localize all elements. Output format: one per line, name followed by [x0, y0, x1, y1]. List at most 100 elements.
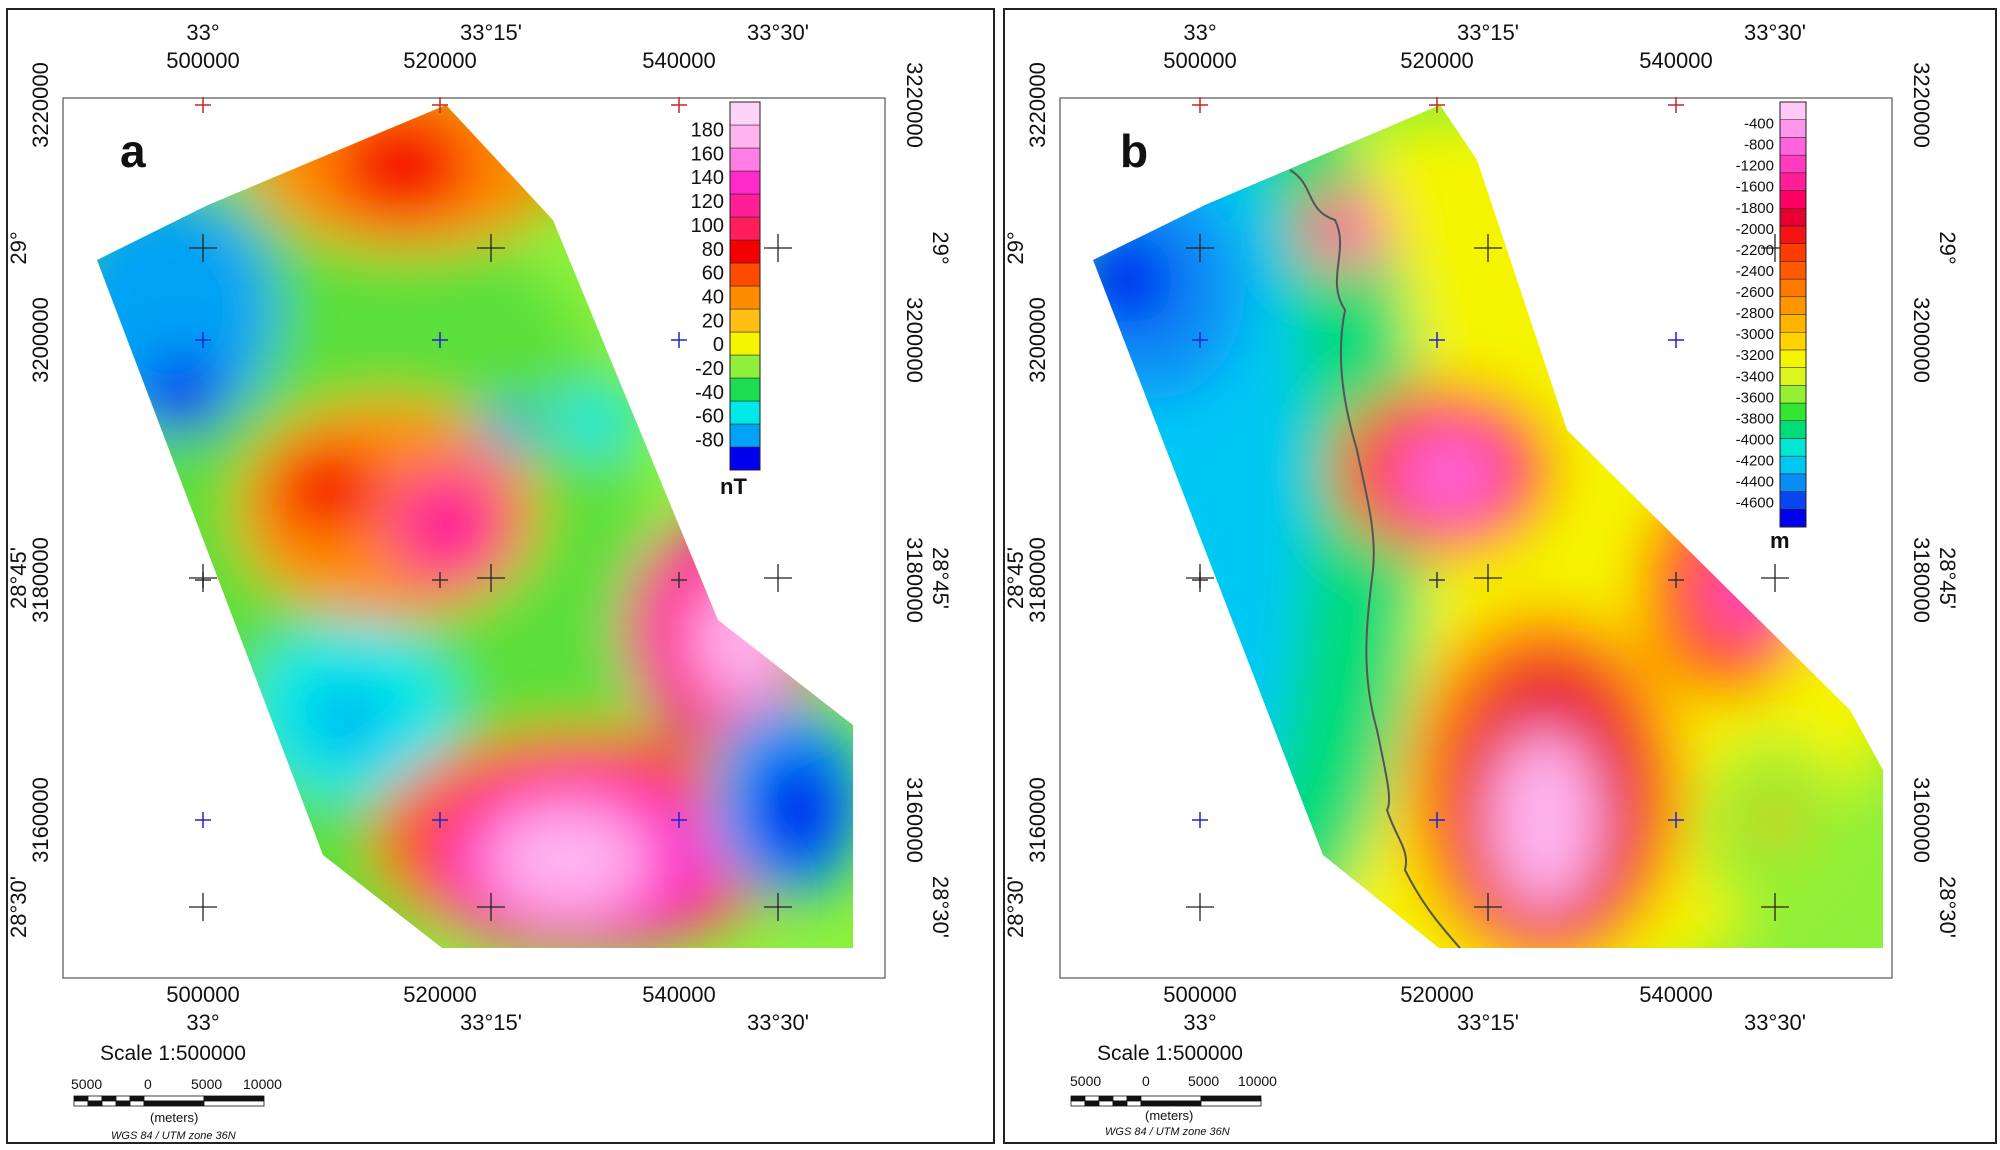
scale-title: Scale 1:500000 — [1097, 1042, 1243, 1065]
scale-bar-segment — [1084, 1100, 1100, 1107]
scale-bar-segment — [73, 1100, 89, 1107]
northing-label-left: 3180000 — [1025, 537, 1050, 623]
anomaly-blob — [313, 690, 383, 750]
easting-label-bottom: 540000 — [642, 982, 715, 1007]
latitude-label-right: 28°45' — [928, 547, 953, 609]
scale-bar-segment — [1126, 1095, 1142, 1102]
anomaly-blob — [478, 405, 538, 455]
legend-label: -4400 — [1736, 474, 1774, 491]
basement-depth-map: 50000050000052000052000054000054000033°3… — [1005, 20, 1960, 1107]
longitude-label-top: 33° — [186, 20, 219, 45]
map-frame — [62, 97, 886, 979]
legend-swatch — [729, 423, 761, 448]
scale-bar-segment — [1200, 1100, 1262, 1107]
panel-letter: a — [120, 125, 146, 177]
scale-bar-segment — [115, 1095, 131, 1102]
northing-label-right: 3220000 — [1909, 62, 1934, 148]
legend-label: -80 — [695, 430, 724, 452]
legend-label: 100 — [691, 215, 724, 237]
northing-label-left: 3220000 — [1025, 62, 1050, 148]
scale-tick-label: 10000 — [1238, 1073, 1277, 1089]
anomaly-blob — [693, 580, 793, 700]
legend-swatch — [1779, 154, 1807, 174]
anomaly-blob — [1093, 235, 1175, 325]
legend-label: 20 — [702, 310, 724, 332]
legend-swatch — [1779, 172, 1807, 191]
easting-label-top: 520000 — [1400, 48, 1473, 73]
scale-bar-segment — [87, 1095, 103, 1102]
legend-label: -4200 — [1736, 452, 1774, 469]
legend-swatch — [1779, 438, 1807, 457]
legend-label: 0 — [713, 334, 724, 356]
scale-tick-label: 5000 — [1070, 1073, 1102, 1089]
legend-swatch — [1779, 137, 1807, 156]
legend-swatch — [1779, 190, 1807, 209]
easting-label-bottom: 520000 — [403, 982, 476, 1007]
anomaly-blob — [1395, 430, 1505, 520]
legend-label: -4600 — [1736, 495, 1774, 512]
latitude-label-right: 29° — [928, 231, 953, 264]
legend-bar — [1779, 101, 1807, 528]
legend-label: -2800 — [1736, 305, 1774, 322]
scale-bar-segment — [1098, 1095, 1114, 1102]
legend-bar — [729, 101, 761, 471]
scale-bar-segment — [1070, 1095, 1086, 1102]
latitude-label-left: 29° — [1005, 231, 1028, 264]
legend-label: 40 — [702, 286, 724, 308]
legend-swatch — [1779, 101, 1807, 120]
legend-label: -3200 — [1736, 347, 1774, 364]
anomaly-blob — [753, 750, 843, 870]
legend-label: -3800 — [1736, 410, 1774, 427]
scale-bar-segment — [1126, 1100, 1142, 1107]
longitude-label-bottom: 33°30' — [1744, 1010, 1806, 1035]
latitude-label-left: 29° — [8, 231, 31, 264]
longitude-label-bottom: 33° — [186, 1010, 219, 1035]
longitude-label-bottom: 33°15' — [1457, 1010, 1519, 1035]
latitude-label-right: 28°30' — [1935, 876, 1960, 938]
legend-label: 120 — [691, 191, 724, 213]
longitude-label-bottom: 33° — [1183, 1010, 1216, 1035]
longitude-label-top: 33°30' — [747, 20, 809, 45]
legend-swatch — [1779, 491, 1807, 510]
legend-swatch — [729, 239, 761, 264]
scale-tick-label: 0 — [1142, 1073, 1150, 1089]
scale-bar-segment — [203, 1100, 265, 1107]
legend-swatch — [1779, 349, 1807, 368]
longitude-label-top: 33°15' — [1457, 20, 1519, 45]
legend-swatch — [729, 446, 761, 471]
legend-swatch — [729, 193, 761, 218]
legend-swatch — [729, 400, 761, 425]
northing-label-left: 3180000 — [28, 537, 53, 623]
latitude-label-right: 29° — [1935, 231, 1960, 264]
easting-label-bottom: 520000 — [1400, 982, 1473, 1007]
legend-label: -4000 — [1736, 431, 1774, 448]
legend-swatch — [1779, 225, 1807, 244]
projection-reference: WGS 84 / UTM zone 36N — [1105, 1126, 1230, 1138]
scale-bar-segment — [1070, 1100, 1086, 1107]
anomaly-blob — [388, 465, 508, 585]
legend-swatch — [729, 124, 761, 149]
legend-swatch — [729, 331, 761, 356]
legend-swatch — [1779, 208, 1807, 227]
legend-swatch — [1779, 261, 1807, 280]
northing-label-left: 3160000 — [28, 777, 53, 863]
northing-label-right: 3160000 — [1909, 777, 1934, 863]
northing-label-right: 3200000 — [902, 297, 927, 383]
panel-letter: b — [1120, 125, 1149, 177]
easting-label-bottom: 500000 — [166, 982, 239, 1007]
legend-label: 60 — [702, 263, 724, 285]
scale-unit: (meters) — [150, 1110, 199, 1125]
scale-bar-segment — [1084, 1095, 1100, 1102]
scale-bar-segment — [101, 1095, 117, 1102]
longitude-label-top: 33° — [1183, 20, 1216, 45]
legend-swatch — [1779, 243, 1807, 262]
projection-reference: WGS 84 / UTM zone 36N — [111, 1130, 236, 1142]
legend-label: 140 — [691, 167, 724, 189]
legend-label: -1600 — [1736, 179, 1774, 196]
legend-swatch — [1779, 509, 1807, 528]
legend-label: -2200 — [1736, 242, 1774, 259]
northing-label-left: 3200000 — [1025, 297, 1050, 383]
easting-label-top: 500000 — [166, 48, 239, 73]
legend-label: -2000 — [1736, 221, 1774, 238]
legend-swatch — [1779, 420, 1807, 439]
